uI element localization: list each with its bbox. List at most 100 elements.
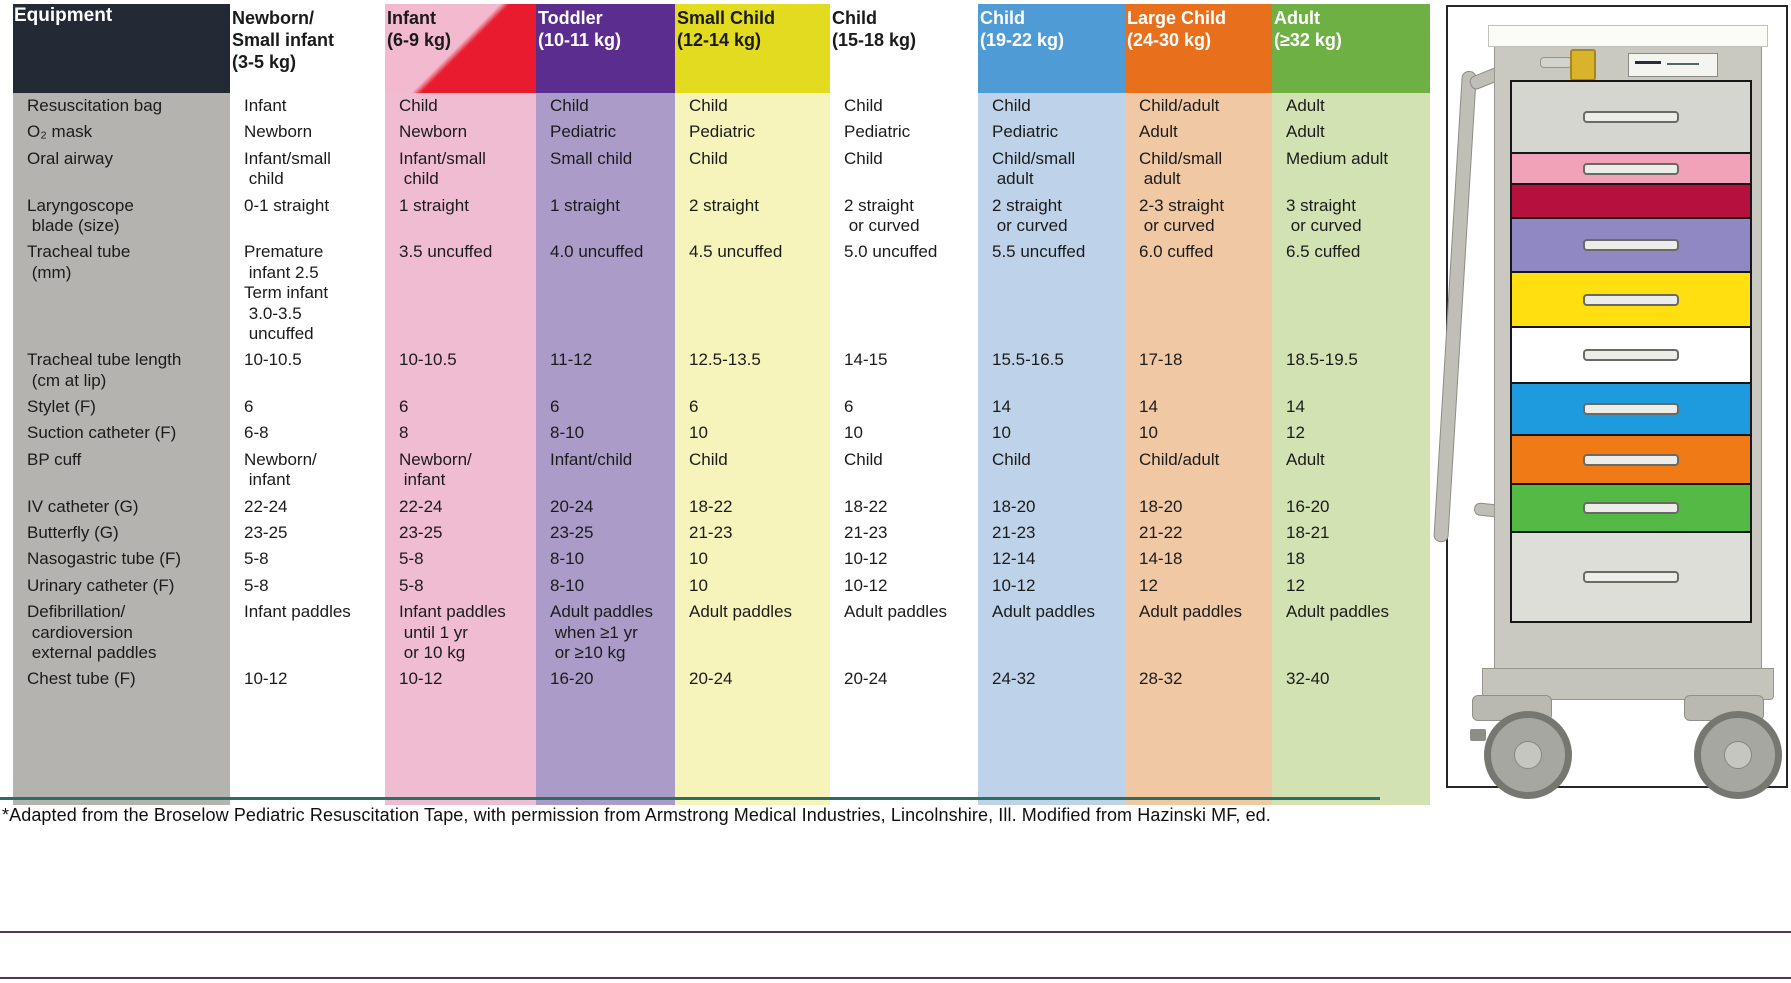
table-cell: 22-24	[385, 493, 536, 521]
cart-label-mark	[1635, 61, 1661, 64]
cart-wheel-left	[1484, 711, 1572, 799]
cart-drawer-crimson	[1512, 185, 1750, 219]
table-cell: 32-40	[1272, 666, 1430, 693]
table-cell: Pediatric	[978, 119, 1125, 146]
table-cell: Newborn	[230, 119, 385, 146]
table-cell: 6	[385, 394, 536, 421]
cart-label-mark	[1667, 63, 1699, 65]
table-cell: 18-21	[1272, 520, 1430, 547]
table-header-row: Equipment Newborn/ Small infant (3-5 kg) I…	[13, 4, 1430, 93]
table-cell: 10	[675, 546, 830, 573]
drawer-handle	[1583, 349, 1679, 361]
table-cell: 14	[978, 394, 1125, 421]
table-row: O₂ mask Newborn Newborn Pediatric Pediatric P…	[13, 119, 1430, 146]
table-cell: 6	[230, 394, 385, 421]
table-row: Defibrillation/ cardioversion external p…	[13, 599, 1430, 667]
table-cell: Adult paddles	[675, 599, 830, 667]
row-label: Suction catheter (F)	[13, 420, 230, 447]
spacer-cell	[675, 692, 830, 805]
table-cell: Adult	[1272, 119, 1430, 146]
equipment-header: Equipment	[13, 4, 230, 93]
table-cell: Child	[675, 145, 830, 193]
table-cell: 10-12	[385, 666, 536, 693]
column-title: Newborn/ Small infant	[232, 8, 335, 50]
row-label: Urinary catheter (F)	[13, 572, 230, 600]
table-cell: 10-12	[230, 666, 385, 693]
footnote-divider	[0, 797, 1380, 800]
table-cell: Infant/small child	[230, 145, 385, 193]
table-cell: 21-23	[675, 520, 830, 547]
table-cell: 20-24	[536, 493, 675, 521]
table-row: Stylet (F) 6 6 6 6 6 14 14 14	[13, 394, 1430, 421]
table-cell: 14	[1272, 394, 1430, 421]
table-cell: Adult	[1272, 446, 1430, 494]
table-cell: 2 straight	[675, 192, 830, 240]
table-cell: 20-24	[830, 666, 978, 693]
table-cell: Newborn	[385, 119, 536, 146]
column-header-1: Newborn/ Small infant (3-5 kg)	[230, 4, 385, 93]
table-cell: Child	[830, 145, 978, 193]
table-cell: Pediatric	[675, 119, 830, 146]
table-row: Nasogastric tube (F) 5-8 5-8 8-10 10 10-12 12-…	[13, 546, 1430, 573]
row-label: O₂ mask	[13, 119, 230, 146]
table-cell: 10-12	[978, 572, 1125, 600]
table-cell: Infant paddles until 1 yr or 10 kg	[385, 599, 536, 667]
table-cell: Newborn/ infant	[385, 446, 536, 494]
table-cell: 2-3 straight or curved	[1125, 192, 1272, 240]
table-cell: 16-20	[1272, 493, 1430, 521]
table-cell: Adult	[1125, 119, 1272, 146]
table-cell: 10-10.5	[230, 347, 385, 395]
table-cell: 10	[675, 572, 830, 600]
table-cell: 10	[1125, 420, 1272, 447]
table-cell: 10	[978, 420, 1125, 447]
table-cell: Pediatric	[536, 119, 675, 146]
drawer-handle	[1583, 239, 1679, 251]
table-cell: 8-10	[536, 420, 675, 447]
table-row: Tracheal tube length (cm at lip) 10-10.5 1…	[13, 347, 1430, 395]
table-cell: 17-18	[1125, 347, 1272, 395]
table-cell: 8	[385, 420, 536, 447]
table-cell: 10	[830, 420, 978, 447]
table-cell: 6-8	[230, 420, 385, 447]
table-cell: 12	[1272, 420, 1430, 447]
table-cell: 28-32	[1125, 666, 1272, 693]
spacer-cell	[978, 692, 1125, 805]
table-cell: 18-22	[675, 493, 830, 521]
drawer-handle	[1583, 571, 1679, 583]
drawer-handle	[1583, 162, 1679, 175]
table-cell: 6	[675, 394, 830, 421]
wheel-hub	[1514, 741, 1542, 769]
row-label: Tracheal tube (mm)	[13, 239, 230, 348]
table-cell: 10	[675, 420, 830, 447]
column-weight-range: (15-18 kg)	[832, 29, 917, 50]
table-cell: 18-22	[830, 493, 978, 521]
table-row: Butterfly (G) 23-25 23-25 23-25 21-23 21-23 21…	[13, 520, 1430, 547]
table-cell: Child	[978, 446, 1125, 494]
table-cell: Newborn/ infant	[230, 446, 385, 494]
cart-drawer-white	[1512, 328, 1750, 384]
table-cell: 2 straight or curved	[830, 192, 978, 240]
bottom-empty-banner	[0, 931, 1791, 979]
cart-label-plate	[1628, 53, 1718, 77]
column-weight-range: (10-11 kg)	[538, 29, 622, 50]
row-label: Oral airway	[13, 145, 230, 193]
column-header-3: Toddler (10-11 kg)	[536, 4, 675, 93]
spacer-cell	[230, 692, 385, 805]
column-weight-range: (3-5 kg)	[232, 51, 297, 72]
column-title: Adult	[1274, 8, 1320, 28]
table-spacer-row	[13, 692, 1430, 805]
table-cell: Infant paddles	[230, 599, 385, 667]
column-header-8: Adult (≥32 kg)	[1272, 4, 1430, 93]
table-cell: 2 straight or curved	[978, 192, 1125, 240]
table-cell: Child/small adult	[1125, 145, 1272, 193]
cart-drawer-green	[1512, 485, 1750, 533]
crash-cart-image	[1433, 5, 1788, 799]
table-cell: 14-18	[1125, 546, 1272, 573]
table-cell: 4.5 uncuffed	[675, 239, 830, 348]
table-row: Urinary catheter (F) 5-8 5-8 8-10 10 10-12 10-…	[13, 572, 1430, 600]
wheel-hub	[1724, 741, 1752, 769]
table-cell: 21-22	[1125, 520, 1272, 547]
drawer-handle	[1583, 111, 1679, 123]
table-cell: 14	[1125, 394, 1272, 421]
